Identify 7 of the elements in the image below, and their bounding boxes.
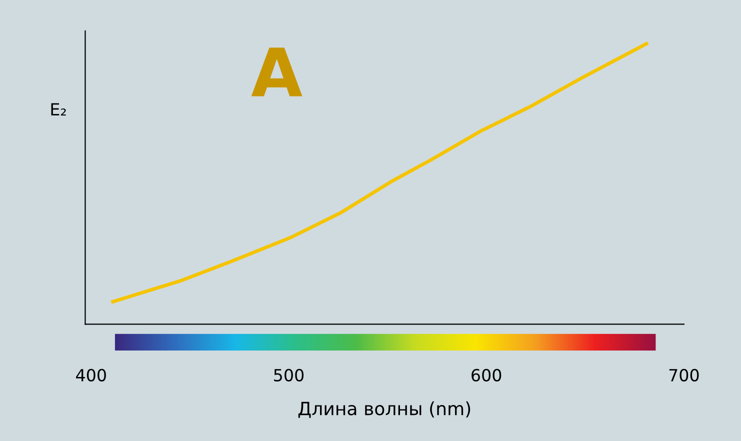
x-tick-label: 400: [76, 368, 106, 382]
annotation: A: [251, 48, 302, 96]
x-tick-label: 500: [274, 368, 304, 382]
x-tick-label: 600: [472, 368, 502, 382]
x-axis-title: Длина волны (nm): [298, 401, 470, 418]
y-axis-title: E₂: [51, 103, 66, 116]
x-tick-label: 700: [669, 368, 699, 382]
